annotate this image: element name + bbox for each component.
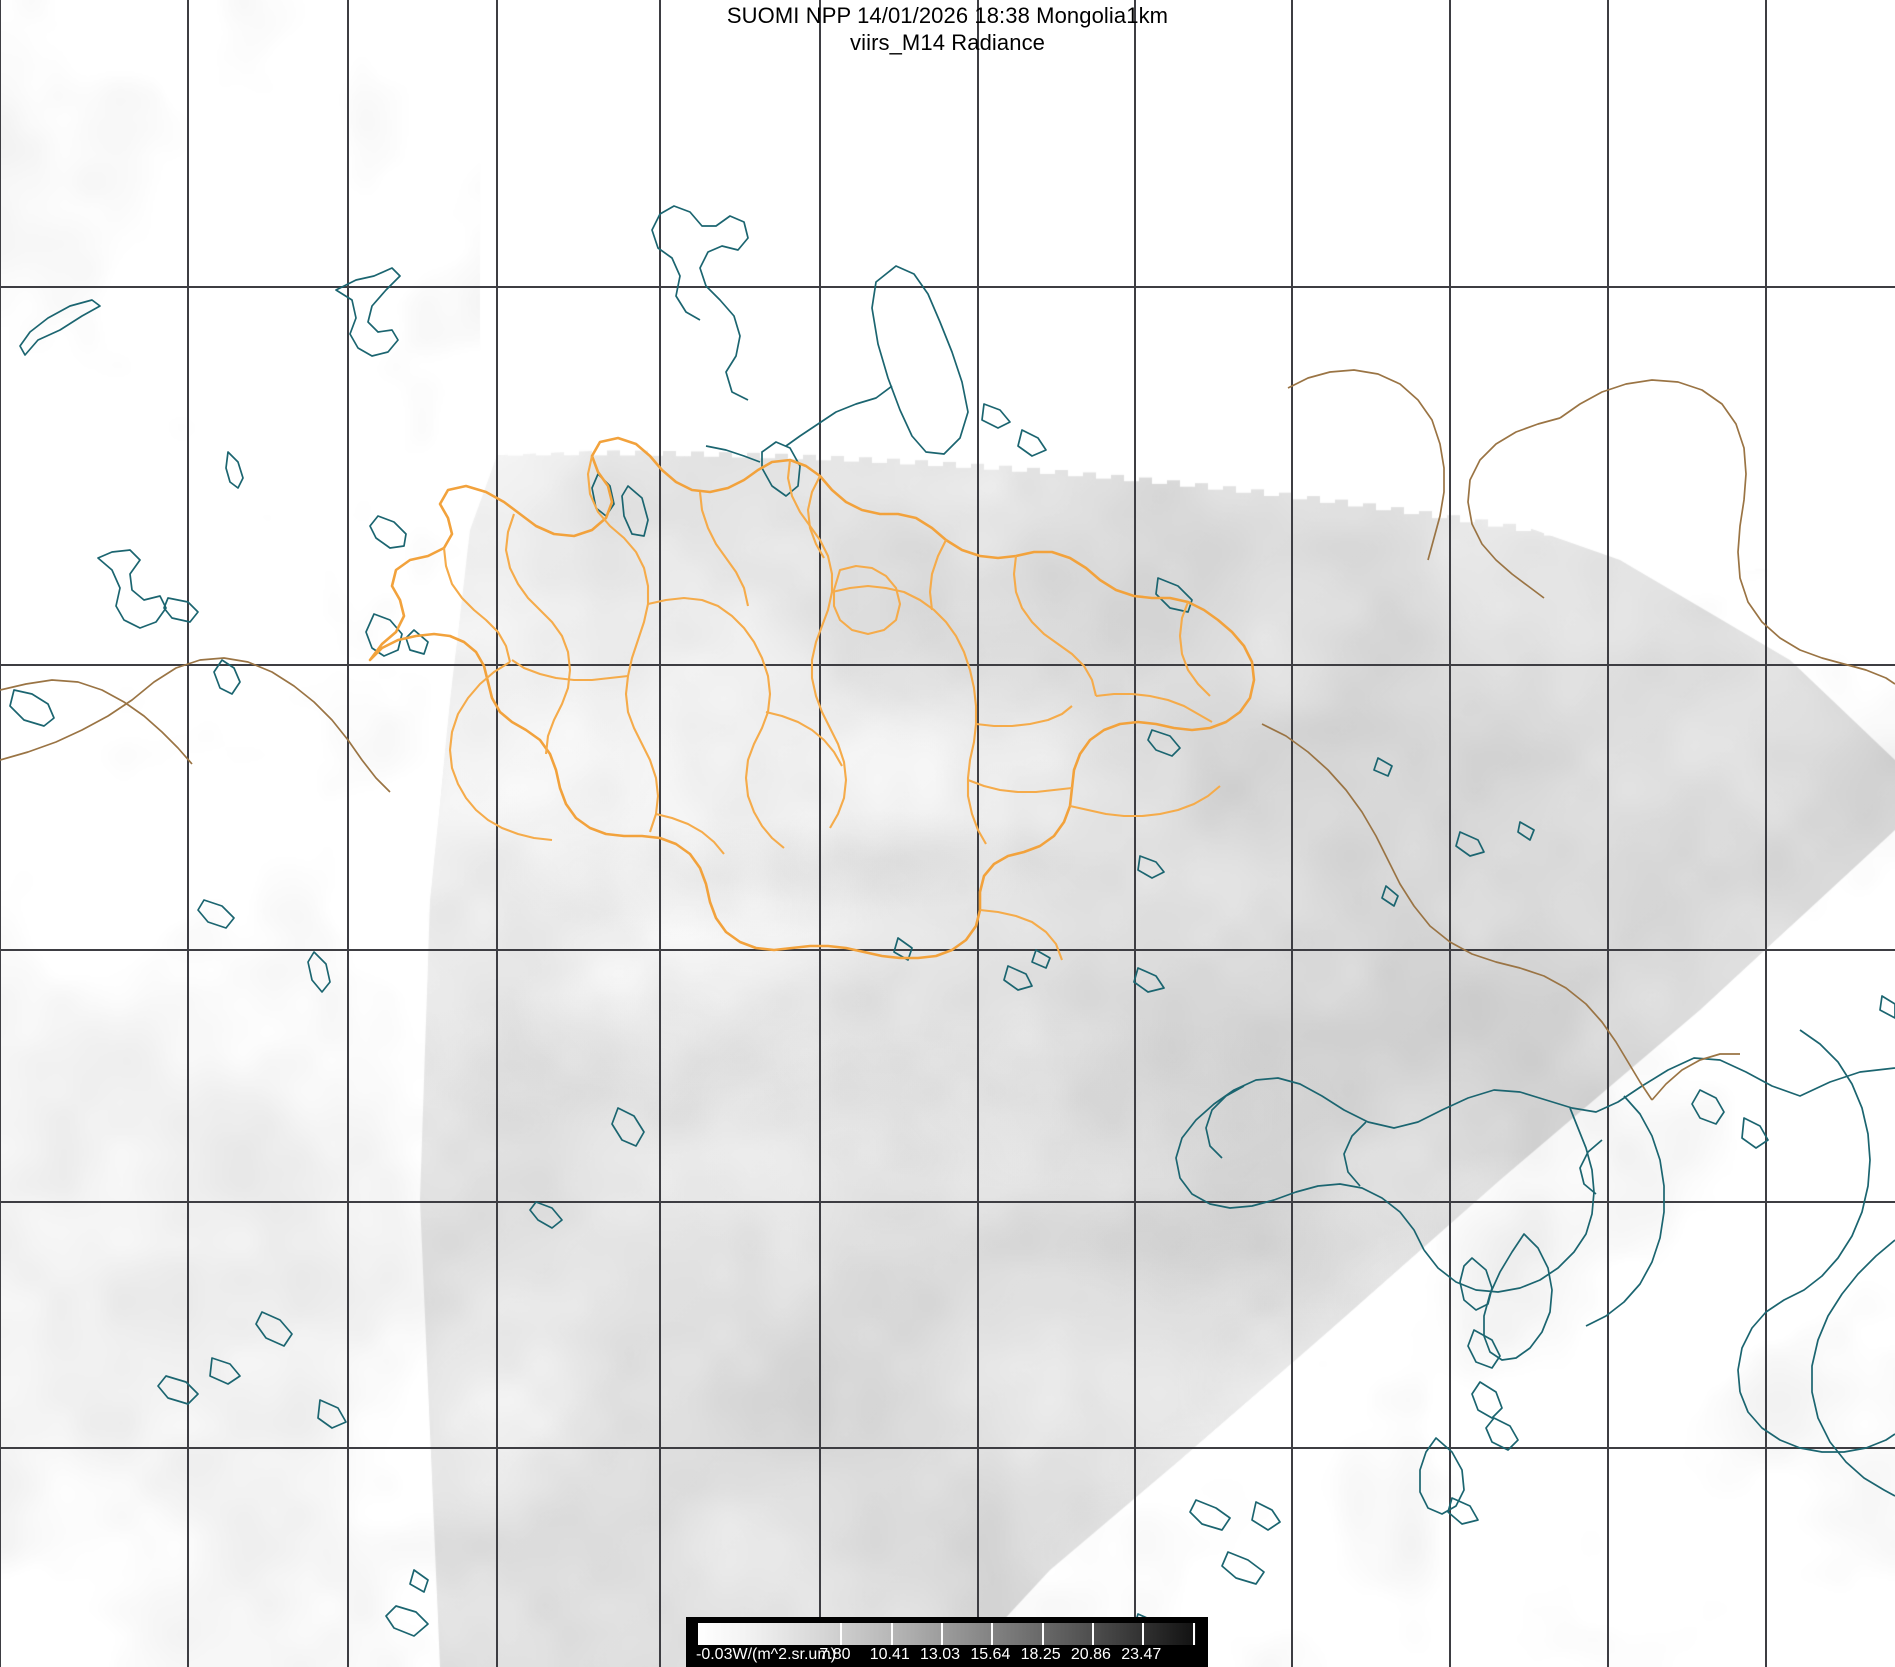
colorbar-tick-label: 13.03 [920, 1646, 961, 1663]
colorbar-tick [1142, 1623, 1145, 1645]
colorbar-tick [840, 1623, 843, 1645]
colorbar-tick-label: 7.80 [819, 1646, 851, 1663]
colorbar-tick [991, 1623, 994, 1645]
colorbar-legend[interactable]: -0.03W/(m^2.sr.um) 7.80 10.41 13.03 15.64 18… [686, 1617, 1208, 1667]
colorbar-tick [941, 1623, 944, 1645]
colorbar-tick-label: 20.86 [1070, 1646, 1111, 1663]
colorbar-tick-label: 18.25 [1020, 1646, 1061, 1663]
colorbar-tick-label: 23.47 [1121, 1646, 1162, 1663]
colorbar-tick [1192, 1623, 1195, 1645]
colorbar-tick-labels: -0.03W/(m^2.sr.um) 7.80 10.41 13.03 15.64 18… [686, 1644, 1208, 1667]
colorbar-tick [890, 1623, 893, 1645]
colorbar-unit-label: -0.03W/(m^2.sr.um) [696, 1646, 836, 1663]
colorbar-tick [1041, 1623, 1044, 1645]
colorbar-tick-label: 10.41 [869, 1646, 910, 1663]
colorbar-tick [1091, 1623, 1094, 1645]
colorbar-gradient-ramp [698, 1623, 1196, 1645]
colorbar-tick-label: 15.64 [970, 1646, 1011, 1663]
